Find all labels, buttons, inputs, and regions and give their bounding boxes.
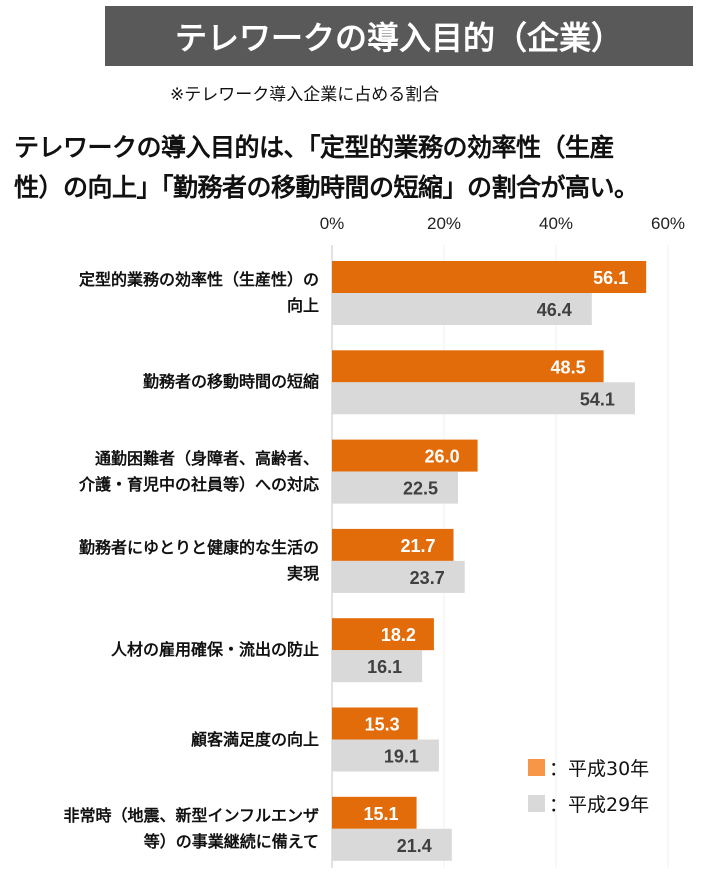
data-label: 15.1 — [364, 804, 399, 824]
data-label: 54.1 — [580, 389, 615, 409]
data-label: 21.7 — [400, 536, 435, 556]
bar-h30 — [332, 618, 434, 651]
data-label: 15.3 — [365, 715, 400, 735]
x-tick-label: 20% — [427, 214, 461, 233]
bar-h30 — [332, 528, 454, 561]
bar-h30 — [332, 350, 604, 383]
x-tick-label: 60% — [651, 214, 685, 233]
title-banner: テレワークの導入目的（企業） — [105, 6, 693, 66]
data-label: 18.2 — [381, 625, 416, 645]
category-label-line: 勤務者にゆとりと健康的な生活の — [78, 537, 319, 557]
x-tick-label: 0% — [320, 214, 345, 233]
legend-swatch — [528, 759, 545, 776]
legend-label: ：平成29年 — [549, 794, 650, 816]
category-label-line: 顧客満足度の向上 — [190, 729, 319, 749]
data-label: 56.1 — [593, 268, 628, 288]
category-label-line: 向上 — [286, 296, 319, 315]
bar-h29 — [332, 560, 465, 593]
data-label: 23.7 — [410, 568, 445, 588]
category-label: 定型的業務の効率性（生産性）の向上 — [0, 267, 319, 319]
legend-swatch — [528, 795, 545, 812]
bar-h30 — [332, 439, 478, 472]
bar-h29 — [332, 471, 458, 504]
x-tick-label: 40% — [539, 214, 573, 233]
bar-h30 — [332, 796, 417, 829]
legend-item: ：平成30年 — [528, 754, 649, 781]
category-label: 顧客満足度の向上 — [0, 727, 319, 753]
legend-label: ：平成30年 — [549, 758, 650, 780]
category-label-line: 人材の雇用確保・流出の防止 — [110, 640, 319, 660]
bar-h29 — [332, 382, 635, 415]
category-label-line: 通勤困難者（身障者、高齢者、 — [94, 448, 319, 468]
category-label-line: 勤務者の移動時間の短縮 — [142, 372, 319, 392]
category-label-line: 介護・育児中の社員等）への対応 — [78, 474, 319, 494]
legend-item: ：平成29年 — [528, 790, 649, 817]
data-label: 48.5 — [551, 357, 586, 377]
data-label: 26.0 — [425, 447, 460, 467]
subtitle: ※テレワーク導入企業に占める割合 — [170, 85, 440, 105]
bar-h30 — [332, 707, 418, 740]
bar-h29 — [332, 739, 439, 772]
bar-h30 — [332, 261, 647, 293]
category-label: 勤務者の移動時間の短縮 — [0, 369, 319, 395]
category-label: 人材の雇用確保・流出の防止 — [0, 637, 319, 663]
category-label: 通勤困難者（身障者、高齢者、介護・育児中の社員等）への対応 — [0, 446, 319, 498]
bar-h29 — [332, 293, 592, 325]
data-label: 46.4 — [537, 300, 572, 320]
headline-line-2: 性）の向上」「勤務者の移動時間の短縮」の割合が高い。 — [14, 173, 639, 202]
data-label: 16.1 — [367, 657, 402, 677]
category-label-line: 定型的業務の効率性（生産性）の — [78, 270, 319, 289]
bar-h29 — [332, 650, 423, 683]
category-label: 勤務者にゆとりと健康的な生活の実現 — [0, 535, 319, 587]
category-label-line: 実現 — [286, 563, 319, 583]
headline-line-1: テレワークの導入目的は、「定型的業務の効率性（生産 — [14, 133, 615, 162]
category-label-line: 非常時（地震、新型インフルエンザ — [63, 805, 319, 825]
category-label: 非常時（地震、新型インフルエンザ等）の事業継続に備えて — [0, 803, 319, 855]
data-label: 21.4 — [397, 836, 432, 856]
bar-h29 — [332, 828, 452, 861]
data-label: 19.1 — [384, 747, 419, 767]
data-label: 22.5 — [403, 479, 438, 499]
category-label-line: 等）の事業継続に備えて — [143, 831, 319, 851]
